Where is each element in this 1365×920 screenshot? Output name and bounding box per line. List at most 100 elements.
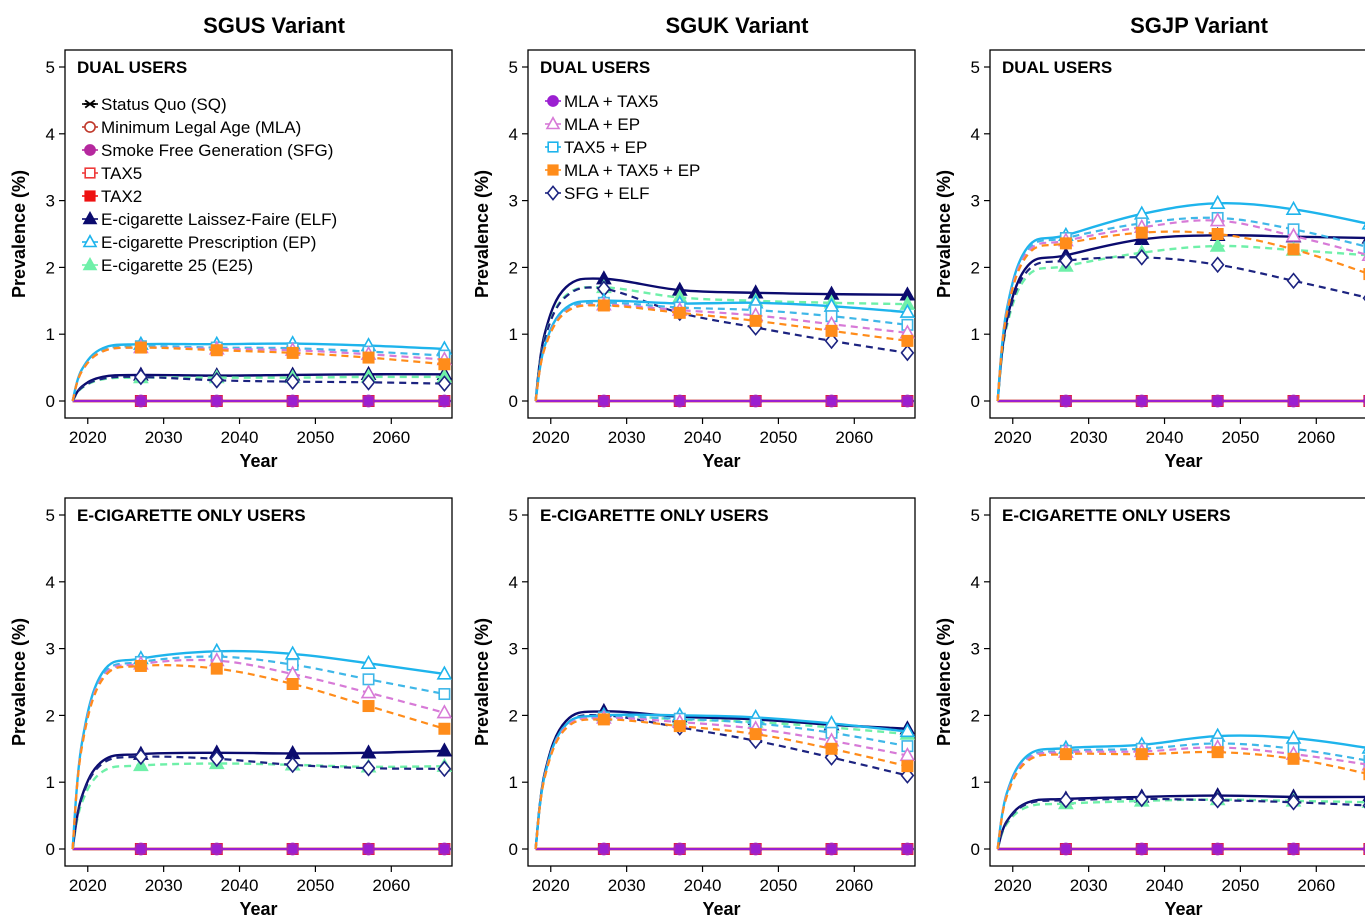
- data-point-mla-tax5-ep: [597, 713, 610, 726]
- y-axis-title: Prevalence (%): [472, 170, 492, 298]
- x-tick-label: 2050: [1221, 876, 1259, 895]
- x-axis-title: Year: [702, 899, 740, 919]
- data-point-zero-overlay: [1136, 395, 1148, 407]
- data-point-zero-overlay: [211, 395, 223, 407]
- legend-item-smoke-free-generation-sfg: Smoke Free Generation (SFG): [82, 141, 333, 160]
- series-line-sfg-elf: [71, 375, 445, 402]
- x-tick-label: 2050: [759, 876, 797, 895]
- data-point-mla-tax5-ep: [1135, 748, 1148, 761]
- x-tick-label: 2060: [372, 876, 410, 895]
- y-tick-label: 2: [46, 706, 55, 725]
- y-tick-label: 0: [971, 840, 980, 859]
- legend-marker-mla-tax5: [547, 95, 559, 107]
- column-title-sguk-variant: SGUK Variant: [665, 13, 809, 38]
- legend-item-mla-tax5-ep: MLA + TAX5 + EP: [545, 161, 700, 180]
- data-point-zero-overlay: [1288, 843, 1300, 855]
- panel-sgus-variant-e-cigarette-only-users: 0 1 2 3 4 5 2020 2030 2040 2050 2060 Year Prevalence…: [9, 497, 453, 919]
- y-tick-label: 5: [509, 58, 518, 77]
- legend-marker-sfg-elf: [546, 185, 560, 201]
- y-tick-label: 1: [46, 773, 55, 792]
- x-tick-label: 2050: [1221, 428, 1259, 447]
- series-line-tax5-ep: [996, 216, 1365, 402]
- y-tick-label: 5: [971, 58, 980, 77]
- x-tick-label: 2050: [759, 428, 797, 447]
- y-axis-title: Prevalence (%): [9, 170, 29, 298]
- data-point-zero-overlay: [1060, 395, 1072, 407]
- legend-label-tax2: TAX2: [101, 187, 142, 206]
- data-point-mla-tax5-ep: [210, 344, 223, 357]
- data-point-mla-ep: [1285, 227, 1302, 242]
- legend-marker-tax2: [84, 190, 96, 202]
- legend-label-minimum-legal-age-mla: Minimum Legal Age (MLA): [101, 118, 301, 137]
- x-tick-label: 2040: [1146, 876, 1184, 895]
- data-point-zero-overlay: [438, 395, 450, 407]
- data-point-zero-overlay: [826, 843, 838, 855]
- x-tick-label: 2040: [221, 428, 259, 447]
- data-point-sfg-elf: [209, 371, 224, 389]
- data-point-sfg-elf: [285, 756, 300, 774]
- data-point-zero-overlay: [287, 843, 299, 855]
- data-point-sfg-elf: [1058, 791, 1073, 809]
- data-point-zero-overlay: [598, 395, 610, 407]
- y-tick-label: 5: [971, 506, 980, 525]
- y-tick-label: 3: [509, 640, 518, 659]
- data-point-mla-tax5-ep: [286, 346, 299, 359]
- plot-frame: [64, 49, 453, 419]
- x-axis-title: Year: [702, 451, 740, 471]
- series-line-mla-tax5-ep: [71, 664, 445, 850]
- series-line-tax5-ep: [534, 715, 908, 850]
- series-line-e-cigarette-laissez-faire-elf: [534, 710, 908, 850]
- plot-frame: [527, 497, 916, 867]
- y-tick-label: 4: [509, 573, 518, 592]
- x-tick-label: 2060: [1297, 876, 1335, 895]
- legend-label-smoke-free-generation-sfg: Smoke Free Generation (SFG): [101, 141, 333, 160]
- series-group: [71, 642, 452, 856]
- panel-label-e-cigarette-only-users: E-CIGARETTE ONLY USERS: [1002, 506, 1231, 525]
- y-axis-title: Prevalence (%): [472, 618, 492, 746]
- legend-label-e-cigarette-laissez-faire-elf: E-cigarette Laissez-Faire (ELF): [101, 210, 337, 229]
- x-tick-label: 2060: [835, 428, 873, 447]
- data-point-zero-overlay: [135, 395, 147, 407]
- plot-frame: [64, 497, 453, 867]
- y-tick-label: 5: [46, 58, 55, 77]
- data-point-sfg-elf: [824, 332, 839, 350]
- data-point-sfg-elf: [285, 373, 300, 391]
- data-point-e-cigarette-25-e25: [1209, 237, 1226, 252]
- data-point-tax5-ep: [438, 688, 451, 701]
- series-line-sfg-elf: [534, 714, 908, 850]
- plot-frame: [527, 49, 916, 419]
- x-tick-label: 2020: [69, 876, 107, 895]
- y-tick-label: 1: [509, 325, 518, 344]
- data-point-mla-tax5-ep: [1211, 228, 1224, 241]
- data-point-mla-tax5-ep: [597, 299, 610, 312]
- data-point-e-cigarette-prescription-ep: [1209, 194, 1226, 209]
- plot-frame: [989, 49, 1365, 419]
- series-line-e-cigarette-25-e25: [71, 762, 445, 850]
- y-tick-label: 4: [971, 573, 980, 592]
- y-tick-label: 2: [971, 706, 980, 725]
- column-title-sgus-variant: SGUS Variant: [203, 13, 346, 38]
- data-point-zero-overlay: [1288, 395, 1300, 407]
- data-point-mla-tax5-ep: [1287, 243, 1300, 256]
- panel-sgus-variant-dual-users: 0 1 2 3 4 5 2020 2030 2040 2050 2060 Year Prevalence…: [9, 49, 453, 471]
- legend-item-mla-ep: MLA + EP: [545, 115, 640, 134]
- legend-middle: MLA + TAX5 MLA + EP TAX5 + EP MLA + TAX5 + …: [545, 92, 700, 203]
- x-tick-label: 2060: [372, 428, 410, 447]
- legend-item-sfg-elf: SFG + ELF: [545, 184, 650, 203]
- y-tick-label: 3: [46, 640, 55, 659]
- data-point-zero-overlay: [750, 395, 762, 407]
- data-point-zero-overlay: [1060, 843, 1072, 855]
- data-point-mla-tax5-ep: [825, 324, 838, 337]
- y-tick-label: 1: [971, 773, 980, 792]
- y-tick-label: 3: [509, 192, 518, 211]
- data-point-sfg-elf: [1058, 252, 1073, 270]
- data-point-zero-overlay: [135, 843, 147, 855]
- data-point-mla-tax5-ep: [438, 358, 451, 371]
- x-axis-title: Year: [239, 899, 277, 919]
- legend-marker-tax5: [84, 167, 96, 179]
- legend-item-tax2: TAX2: [82, 187, 142, 206]
- data-point-mla-ep: [360, 684, 377, 699]
- y-tick-label: 2: [46, 258, 55, 277]
- y-tick-label: 1: [971, 325, 980, 344]
